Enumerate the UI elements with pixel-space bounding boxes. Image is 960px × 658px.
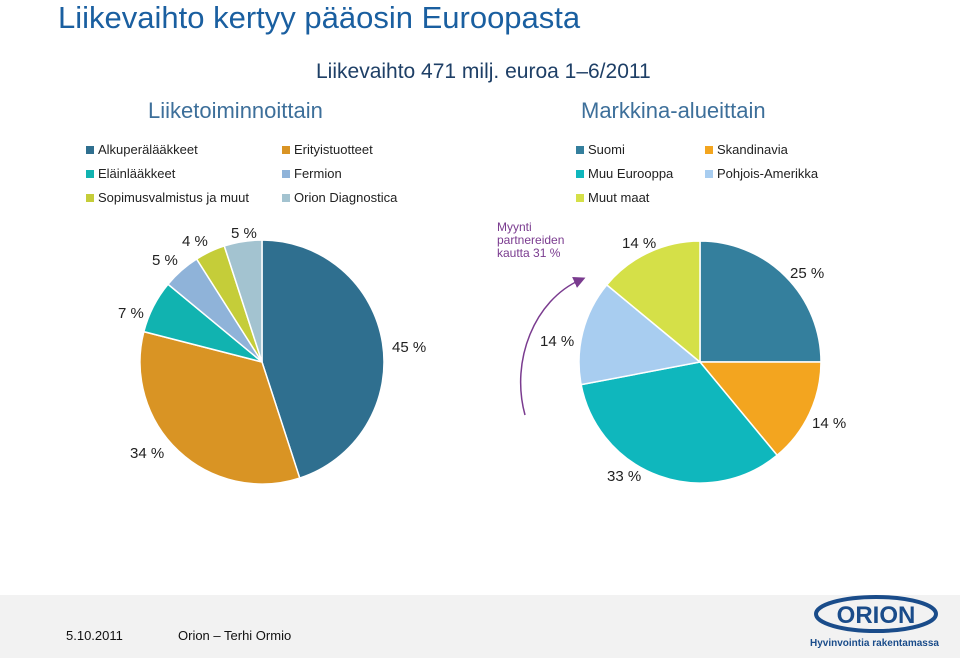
legend-swatch [282,193,290,202]
legend-item: Orion Diagnostica [282,190,397,205]
data-label: 4 % [182,233,208,250]
legend-item: Skandinavia [705,142,788,157]
legend-swatch [86,193,94,202]
data-label: 14 % [622,235,656,252]
pie-slice [699,240,822,363]
data-label: 5 % [231,225,257,242]
legend-swatch [705,169,713,178]
legend-item: Fermion [282,166,342,181]
legend-item: Pohjois-Amerikka [705,166,818,181]
data-label: 14 % [812,415,846,432]
footer-date: 5.10.2011 [66,628,123,643]
legend-label: Erityistuotteet [294,142,373,157]
legend-item: Sopimusvalmistus ja muut [86,190,249,205]
legend-item: Muut maat [576,190,649,205]
legend-label: Muu Eurooppa [588,166,674,181]
legend-label: Muut maat [588,190,650,205]
footer-author: Orion – Terhi Ormio [178,628,292,643]
legend-item: Muu Eurooppa [576,166,673,181]
data-label: 34 % [130,445,164,462]
partner-arrow [519,276,586,416]
data-label: 5 % [152,252,178,269]
slide-title: Liikevaihto kertyy pääosin Euroopasta [58,0,581,35]
legend-swatch [86,145,94,154]
svg-text:ORION: ORION [837,602,916,629]
pie-slice [605,240,701,364]
pie-slice [578,283,702,386]
chart-title-market: Markkina-alueittain [581,98,766,123]
pie-market: 25 % 14 % 33 % 14 % 14 % [540,235,846,485]
legend-swatch [576,169,584,178]
pie-slice [261,239,385,479]
pie-business: 45 %34 %7 %5 %4 % 5 % [118,225,426,485]
legend-swatch [282,145,290,154]
legend-label: Pohjois-Amerikka [717,166,819,181]
orion-logo: ORION [814,595,938,633]
data-label: 45 % [392,339,426,356]
slide-subtitle: Liikevaihto 471 milj. euroa 1–6/2011 [316,60,651,83]
legend-swatch [705,145,713,154]
chart-title-business: Liiketoiminnoittain [148,98,323,123]
logo-tagline: Hyvinvointia rakentamassa [810,638,939,649]
legend-label: Alkuperälääkkeet [98,142,198,157]
data-label: 33 % [607,468,641,485]
data-label: 14 % [540,333,574,350]
legend-swatch [576,145,584,154]
legend-item: Alkuperälääkkeet [86,142,198,157]
pie-slice [223,239,263,363]
legend-label: Sopimusvalmistus ja muut [98,190,249,205]
legend-swatch [576,193,584,202]
pie-slice [698,361,822,457]
legend-label: Fermion [294,166,342,181]
legend-item: Eläinlääkkeet [86,166,175,181]
legend-swatch [86,169,94,178]
pie-slice [139,330,301,485]
legend-label: Orion Diagnostica [294,190,398,205]
legend-swatch [282,169,290,178]
legend-label: Skandinavia [717,142,788,157]
legend-label: Eläinlääkkeet [98,166,176,181]
data-label: 7 % [118,305,144,322]
pie-slice [580,361,779,484]
legend-item: Suomi [576,142,625,157]
legend-item: Erityistuotteet [282,142,373,157]
data-label: 25 % [790,265,824,282]
partner-sales-note: Myynti partnereiden kautta 31 % [497,220,565,260]
legend-label: Suomi [588,142,625,157]
footer-band [0,595,960,658]
